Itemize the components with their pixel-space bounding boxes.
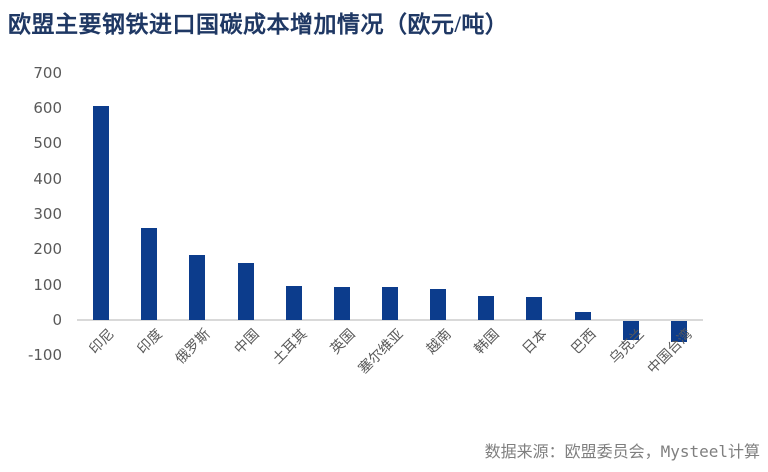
source-note: 数据来源：欧盟委员会，Mysteel计算 (484, 442, 760, 461)
bar (333, 286, 350, 320)
y-tick-label: 700 (33, 63, 62, 82)
chart-title: 欧盟主要钢铁进口国碳成本增加情况（欧元/吨） (8, 12, 509, 37)
bar (141, 228, 158, 320)
bar (670, 321, 687, 343)
x-category-label: 印尼 (87, 327, 118, 358)
y-tick-label: 200 (33, 240, 62, 259)
y-tick-label: 500 (33, 134, 62, 153)
bar (237, 263, 254, 320)
x-category-label: 土耳其 (269, 327, 311, 368)
bar (574, 312, 591, 320)
y-tick-label: 400 (33, 169, 62, 188)
bar (382, 287, 398, 320)
y-tick-label: 0 (52, 311, 62, 329)
x-category-label: 乌克兰 (607, 327, 648, 368)
bar (285, 286, 302, 320)
bar (478, 296, 495, 320)
y-tick-label: -100 (27, 346, 62, 365)
y-tick-label: 600 (33, 98, 62, 117)
bar (622, 321, 639, 341)
x-category-label: 韩国 (472, 327, 503, 358)
bar (526, 297, 543, 320)
x-category-label: 塞尔维亚 (356, 327, 407, 378)
bar (189, 254, 206, 320)
bar (430, 288, 447, 320)
x-category-label: 中国台湾 (645, 327, 696, 378)
x-category-label: 日本 (520, 327, 552, 358)
x-category-label: 中国 (231, 327, 263, 358)
x-category-label: 印度 (135, 327, 166, 358)
x-category-label: 巴西 (568, 327, 600, 358)
y-tick-label: 300 (33, 204, 62, 223)
y-tick-label: 100 (33, 275, 62, 294)
x-axis-line (77, 319, 703, 321)
bar (93, 106, 110, 320)
x-category-label: 俄罗斯 (173, 327, 214, 368)
x-category-label: 英国 (328, 327, 359, 358)
x-category-label: 越南 (424, 327, 455, 358)
